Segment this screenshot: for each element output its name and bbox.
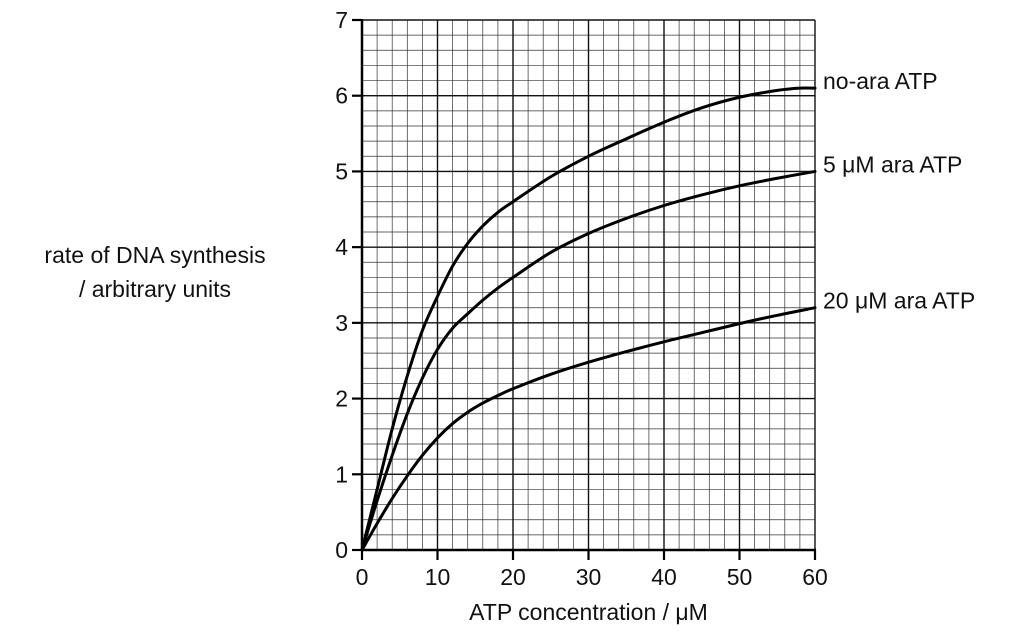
y-axis-label: rate of DNA synthesis / arbitrary units [0,238,310,306]
x-tick-label: 50 [727,564,753,590]
y-tick-label: 0 [335,537,348,563]
y-tick-label: 4 [335,234,348,260]
x-tick-label: 20 [500,564,526,590]
y-tick-label: 3 [335,310,348,336]
series-label-2: 5 μM ara ATP [823,151,962,177]
series-line-3 [360,306,817,552]
x-tick-label: 10 [425,564,451,590]
y-tick-label: 7 [335,7,348,33]
x-tick-label: 0 [356,564,369,590]
y-axis-label-line-1: rate of DNA synthesis [44,242,266,268]
major-grid [361,19,816,551]
series-label-1: no-ara ATP [823,68,938,94]
series-lines [360,86,817,552]
ticks: 0 1 2 3 4 5 6 7 0 10 20 30 40 50 60 [335,7,828,590]
x-tick-label: 60 [802,564,828,590]
x-axis-label: ATP concentration / μM [469,599,708,625]
series-label-3: 20 μM ara ATP [823,288,975,314]
y-tick-label: 2 [335,386,348,412]
series-line-2 [360,169,817,552]
y-tick-label: 1 [335,461,348,487]
y-tick-label: 6 [335,83,348,109]
series-labels: no-ara ATP 5 μM ara ATP 20 μM ara ATP [823,68,975,314]
y-tick-label: 5 [335,158,348,184]
y-axis-label-line-2: / arbitrary units [78,276,232,302]
series-line-1 [360,86,817,552]
x-tick-label: 30 [576,564,602,590]
x-tick-label: 40 [651,564,677,590]
